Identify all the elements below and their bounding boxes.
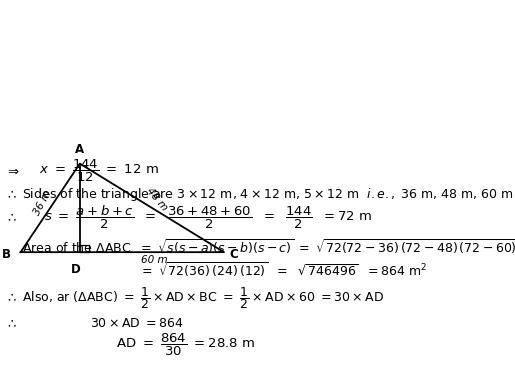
Text: D: D xyxy=(72,263,81,276)
Text: $=\ \sqrt{72(36)\,(24)\,(12)}\ \ =\ \ \sqrt{746496}\ \ = 864\ \mathrm{m}^2$: $=\ \sqrt{72(36)\,(24)\,(12)}\ \ =\ \ \s… xyxy=(139,260,427,279)
Text: $\therefore$: $\therefore$ xyxy=(5,211,18,224)
Text: Area of the $\Delta$ABC $\ =\ \sqrt{s(s-a)(s-b)(s-c)}\ =\ \sqrt{72(72-36)\,(72-4: Area of the $\Delta$ABC $\ =\ \sqrt{s(s-… xyxy=(22,237,515,256)
Text: C: C xyxy=(229,248,238,261)
Text: $30\times \mathrm{AD}\ = 864$: $30\times \mathrm{AD}\ = 864$ xyxy=(90,317,184,330)
Text: $x\ =\ \dfrac{144}{12}\ =\ 12\ \mathrm{m}$: $x\ =\ \dfrac{144}{12}\ =\ 12\ \mathrm{m… xyxy=(39,158,159,184)
Text: $\Rightarrow$: $\Rightarrow$ xyxy=(5,165,20,178)
Text: A: A xyxy=(75,143,84,156)
Text: 48 m: 48 m xyxy=(145,186,169,213)
Text: $s\ =\ \dfrac{a+b+c}{2}\ \ =\ \ \dfrac{36+48+60}{2}\ \ =\ \ \dfrac{144}{2}\ \ = : $s\ =\ \dfrac{a+b+c}{2}\ \ =\ \ \dfrac{3… xyxy=(44,204,372,231)
Text: Sides of the triangle are $3 \times 12$ m, $4 \times 12$ m, $5 \times 12$ m  $i.: Sides of the triangle are $3 \times 12$ … xyxy=(22,186,513,203)
Text: $\therefore$: $\therefore$ xyxy=(5,317,18,330)
Text: 36 m: 36 m xyxy=(31,189,53,218)
Text: $\therefore$: $\therefore$ xyxy=(5,188,18,201)
Text: $\mathrm{AD}\ =\ \dfrac{864}{30}\ = 28.8\ \mathrm{m}$: $\mathrm{AD}\ =\ \dfrac{864}{30}\ = 28.8… xyxy=(116,331,255,358)
Text: Also, ar ($\Delta$ABC)$\ =\ \dfrac{1}{2}\times \mathrm{AD}\times \mathrm{BC}\ =\: Also, ar ($\Delta$ABC)$\ =\ \dfrac{1}{2}… xyxy=(22,285,384,311)
Text: B: B xyxy=(3,248,11,261)
Text: $\therefore$: $\therefore$ xyxy=(5,292,18,305)
Text: 60 m: 60 m xyxy=(141,255,168,265)
